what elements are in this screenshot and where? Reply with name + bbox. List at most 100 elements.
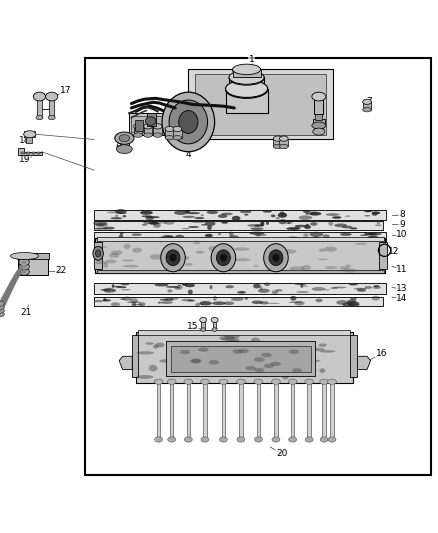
Ellipse shape xyxy=(182,228,190,229)
Bar xyxy=(195,74,326,135)
Ellipse shape xyxy=(201,379,209,384)
Ellipse shape xyxy=(314,360,321,362)
Ellipse shape xyxy=(243,373,260,376)
Ellipse shape xyxy=(211,244,236,272)
Ellipse shape xyxy=(351,228,357,229)
Text: 17: 17 xyxy=(60,86,71,95)
Ellipse shape xyxy=(184,284,195,287)
Ellipse shape xyxy=(0,301,4,306)
Ellipse shape xyxy=(264,244,288,272)
Ellipse shape xyxy=(169,100,208,144)
Ellipse shape xyxy=(347,300,357,303)
Text: 20: 20 xyxy=(276,449,287,458)
Ellipse shape xyxy=(279,136,288,141)
Ellipse shape xyxy=(212,301,226,305)
Bar xyxy=(147,113,156,126)
Ellipse shape xyxy=(207,211,218,214)
Ellipse shape xyxy=(254,379,263,384)
Ellipse shape xyxy=(193,240,200,244)
Ellipse shape xyxy=(320,379,328,384)
Ellipse shape xyxy=(182,284,187,286)
Ellipse shape xyxy=(110,217,122,220)
Ellipse shape xyxy=(185,353,196,358)
Ellipse shape xyxy=(115,215,118,217)
Ellipse shape xyxy=(273,144,282,149)
Ellipse shape xyxy=(164,221,174,225)
Ellipse shape xyxy=(310,232,323,237)
Ellipse shape xyxy=(177,287,180,288)
Ellipse shape xyxy=(286,227,300,230)
Ellipse shape xyxy=(220,338,240,341)
Text: 5: 5 xyxy=(319,100,325,109)
Ellipse shape xyxy=(325,213,339,216)
Ellipse shape xyxy=(180,350,190,354)
Ellipse shape xyxy=(283,350,302,357)
Ellipse shape xyxy=(233,65,261,76)
Ellipse shape xyxy=(372,212,380,214)
Ellipse shape xyxy=(182,256,190,260)
Ellipse shape xyxy=(319,368,325,373)
Bar xyxy=(173,129,182,138)
Bar xyxy=(24,131,35,138)
Ellipse shape xyxy=(153,223,161,228)
Ellipse shape xyxy=(123,265,139,268)
Ellipse shape xyxy=(209,285,212,289)
Ellipse shape xyxy=(182,216,195,218)
Bar xyxy=(187,382,190,440)
Ellipse shape xyxy=(181,365,190,368)
Ellipse shape xyxy=(319,248,326,252)
Ellipse shape xyxy=(120,298,126,300)
Ellipse shape xyxy=(238,349,249,353)
Ellipse shape xyxy=(273,136,282,141)
Ellipse shape xyxy=(198,348,208,352)
Ellipse shape xyxy=(192,222,206,223)
Ellipse shape xyxy=(254,368,265,372)
Ellipse shape xyxy=(305,437,313,442)
Ellipse shape xyxy=(328,221,333,226)
Ellipse shape xyxy=(111,251,123,255)
Bar xyxy=(188,69,333,140)
Ellipse shape xyxy=(103,227,115,230)
Ellipse shape xyxy=(165,126,174,132)
Bar xyxy=(257,382,260,440)
Ellipse shape xyxy=(289,350,299,354)
Ellipse shape xyxy=(103,288,115,293)
Bar xyxy=(37,152,40,154)
Ellipse shape xyxy=(320,350,336,353)
Bar xyxy=(213,320,216,329)
Bar xyxy=(26,152,30,154)
Ellipse shape xyxy=(212,328,217,332)
Ellipse shape xyxy=(225,285,234,288)
Bar xyxy=(229,77,264,88)
Polygon shape xyxy=(119,356,132,369)
Ellipse shape xyxy=(276,217,280,220)
Ellipse shape xyxy=(252,301,263,304)
Bar xyxy=(132,335,138,377)
Ellipse shape xyxy=(278,213,287,218)
Bar xyxy=(131,116,191,133)
Ellipse shape xyxy=(369,233,378,236)
Ellipse shape xyxy=(173,126,182,132)
Ellipse shape xyxy=(305,224,310,227)
Bar xyxy=(171,346,311,373)
Ellipse shape xyxy=(201,437,209,442)
Ellipse shape xyxy=(377,222,380,224)
Text: 8: 8 xyxy=(399,211,405,219)
Ellipse shape xyxy=(170,254,177,262)
Ellipse shape xyxy=(353,288,367,289)
Ellipse shape xyxy=(318,259,328,260)
Ellipse shape xyxy=(363,99,371,104)
Ellipse shape xyxy=(264,364,274,368)
Ellipse shape xyxy=(360,235,368,236)
Ellipse shape xyxy=(158,302,161,304)
Ellipse shape xyxy=(289,437,297,442)
Ellipse shape xyxy=(149,222,159,225)
Ellipse shape xyxy=(372,286,381,289)
Ellipse shape xyxy=(165,236,173,238)
Ellipse shape xyxy=(295,226,300,229)
Bar xyxy=(313,119,325,125)
Ellipse shape xyxy=(160,299,168,301)
Ellipse shape xyxy=(253,284,261,288)
Ellipse shape xyxy=(179,110,198,133)
Ellipse shape xyxy=(258,289,270,293)
